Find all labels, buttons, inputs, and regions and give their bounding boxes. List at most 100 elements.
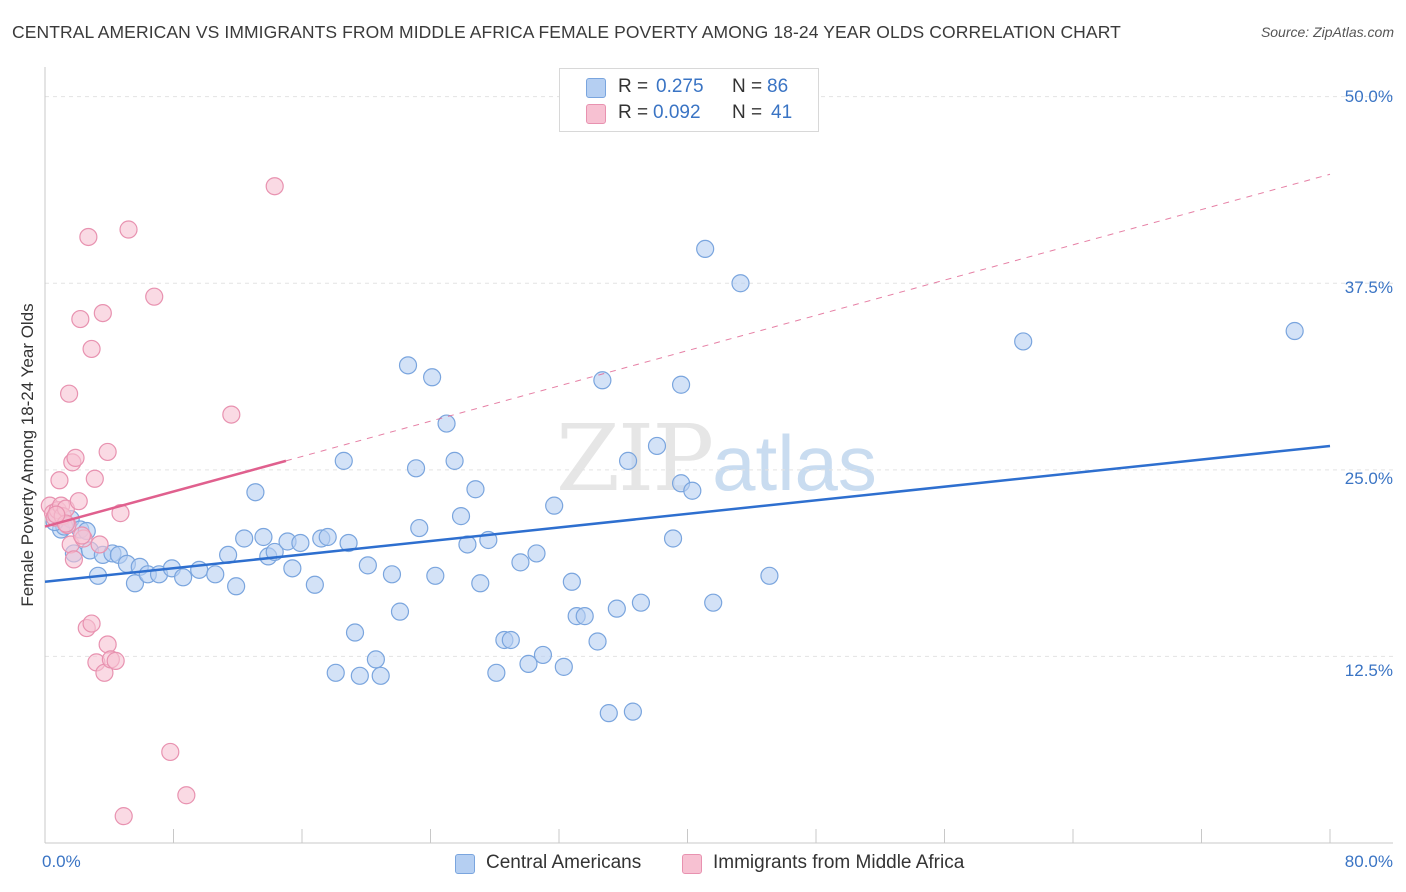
central-americans-point-56: [511, 553, 530, 572]
central-americans-point-82: [1285, 321, 1304, 341]
n-label: N =: [732, 102, 763, 123]
central-americans-point-28: [305, 575, 324, 594]
central-americans-point-20: [235, 529, 254, 548]
central-americans-point-76: [683, 481, 702, 500]
y-tick-label-50: 50.0%: [1344, 87, 1393, 106]
central-americans-point-55: [501, 630, 520, 650]
central-americans-point-67: [599, 704, 618, 723]
central-americans-point-81: [1014, 332, 1033, 351]
central-americans-point-80: [760, 566, 779, 585]
central-americans-point-22: [254, 527, 273, 547]
central-americans-point-51: [471, 574, 490, 593]
middle-africa-point-24: [93, 303, 112, 323]
middle-africa-point-20: [82, 339, 101, 359]
legend-swatch-pink: [682, 854, 702, 874]
middle-africa-point-34: [177, 786, 196, 805]
r-value: 0.092: [653, 102, 701, 123]
central-americans-point-34: [345, 623, 365, 642]
stats-legend: R = 0.275 N = 86 R = 0.092 N = 41: [559, 68, 819, 132]
middle-africa-point-31: [119, 220, 138, 239]
source-label: Source: ZipAtlas.com: [1260, 24, 1394, 40]
central-americans-point-45: [426, 566, 445, 585]
central-americans-point-40: [390, 602, 410, 621]
central-americans-point-41: [398, 356, 418, 375]
central-americans-point-58: [527, 544, 546, 563]
middle-africa-trend-extension: [285, 173, 1331, 462]
middle-africa-point-30: [111, 504, 130, 523]
central-americans-point-42: [406, 459, 426, 478]
legend-swatch-pink: [586, 104, 606, 124]
central-americans-point-48: [451, 507, 471, 526]
y-tick-label-37-5: 37.5%: [1344, 278, 1393, 297]
central-americans-point-27: [291, 533, 310, 553]
central-americans-point-77: [696, 239, 715, 259]
central-americans-point-19: [227, 577, 246, 596]
central-americans-point-32: [334, 451, 353, 470]
middle-africa-point-36: [265, 177, 284, 196]
central-americans-point-71: [631, 593, 651, 612]
middle-africa-point-9: [59, 384, 79, 403]
central-americans-point-60: [545, 496, 564, 515]
legend-label: Central Americans: [486, 852, 642, 873]
central-americans-point-46: [437, 414, 456, 433]
y-axis-label: Female Poverty Among 18-24 Year Olds: [18, 303, 37, 607]
central-americans-point-31: [326, 663, 345, 682]
middle-africa-point-4: [50, 471, 69, 490]
central-americans-point-30: [318, 527, 337, 547]
central-americans-point-53: [487, 663, 506, 682]
middle-africa-trend-line: [44, 459, 287, 528]
central-americans-point-36: [358, 556, 377, 575]
central-americans-point-43: [410, 518, 429, 538]
central-americans-point-47: [445, 451, 464, 470]
central-americans-point-65: [588, 632, 607, 651]
middle-africa-point-35: [222, 405, 241, 424]
x-tick-label-0: 0.0%: [42, 852, 81, 871]
y-tick-label-25: 25.0%: [1344, 469, 1393, 488]
chart-title: CENTRAL AMERICAN VS IMMIGRANTS FROM MIDD…: [12, 22, 1121, 42]
central-americans-point-62: [562, 572, 581, 591]
central-americans-point-73: [663, 529, 683, 548]
central-americans-point-10: [125, 574, 145, 593]
r-label: R =: [618, 76, 649, 97]
y-tick-label-12-5: 12.5%: [1344, 661, 1393, 680]
central-americans-point-79: [731, 274, 750, 293]
series-legend: Central Americans Immigrants from Middle…: [0, 852, 1406, 878]
central-americans-point-74: [671, 375, 691, 394]
middle-africa-point-26: [98, 442, 117, 462]
middle-africa-point-40: [47, 505, 66, 524]
central-americans-point-21: [246, 483, 265, 502]
x-tick-label-80: 80.0%: [1344, 852, 1393, 871]
central-americans-point-39: [382, 565, 402, 584]
middle-africa-point-33: [161, 742, 180, 762]
central-americans-point-61: [554, 657, 573, 676]
central-americans-point-66: [593, 371, 612, 390]
central-americans-point-15: [174, 568, 193, 587]
n-label: N =: [732, 76, 763, 97]
middle-africa-point-15: [71, 309, 90, 329]
middle-africa-point-32: [145, 287, 164, 306]
n-value: 86: [767, 76, 789, 97]
middle-africa-point-13: [66, 448, 85, 467]
r-value: 0.275: [656, 76, 704, 97]
middle-africa-point-21: [85, 469, 104, 488]
central-americans-point-17: [206, 565, 225, 584]
central-americans-point-35: [350, 666, 369, 685]
central-americans-point-78: [704, 593, 723, 612]
middle-africa-point-12: [64, 550, 84, 569]
n-value: 41: [771, 102, 793, 123]
central-americans-point-57: [519, 654, 538, 673]
middle-africa-point-14: [69, 492, 88, 511]
central-americans-point-50: [466, 480, 485, 499]
central-americans-point-72: [647, 436, 667, 456]
central-americans-point-59: [533, 645, 553, 665]
central-americans-point-69: [618, 451, 638, 470]
legend-swatch-blue: [455, 854, 475, 874]
central-americans-point-37: [366, 650, 385, 669]
central-americans-trend-line: [44, 444, 1331, 584]
legend-label: Immigrants from Middle Africa: [713, 852, 965, 873]
central-americans-point-44: [423, 368, 442, 387]
central-americans-point-38: [371, 666, 390, 685]
central-americans-point-26: [283, 559, 302, 578]
legend-swatch-blue: [586, 78, 606, 98]
